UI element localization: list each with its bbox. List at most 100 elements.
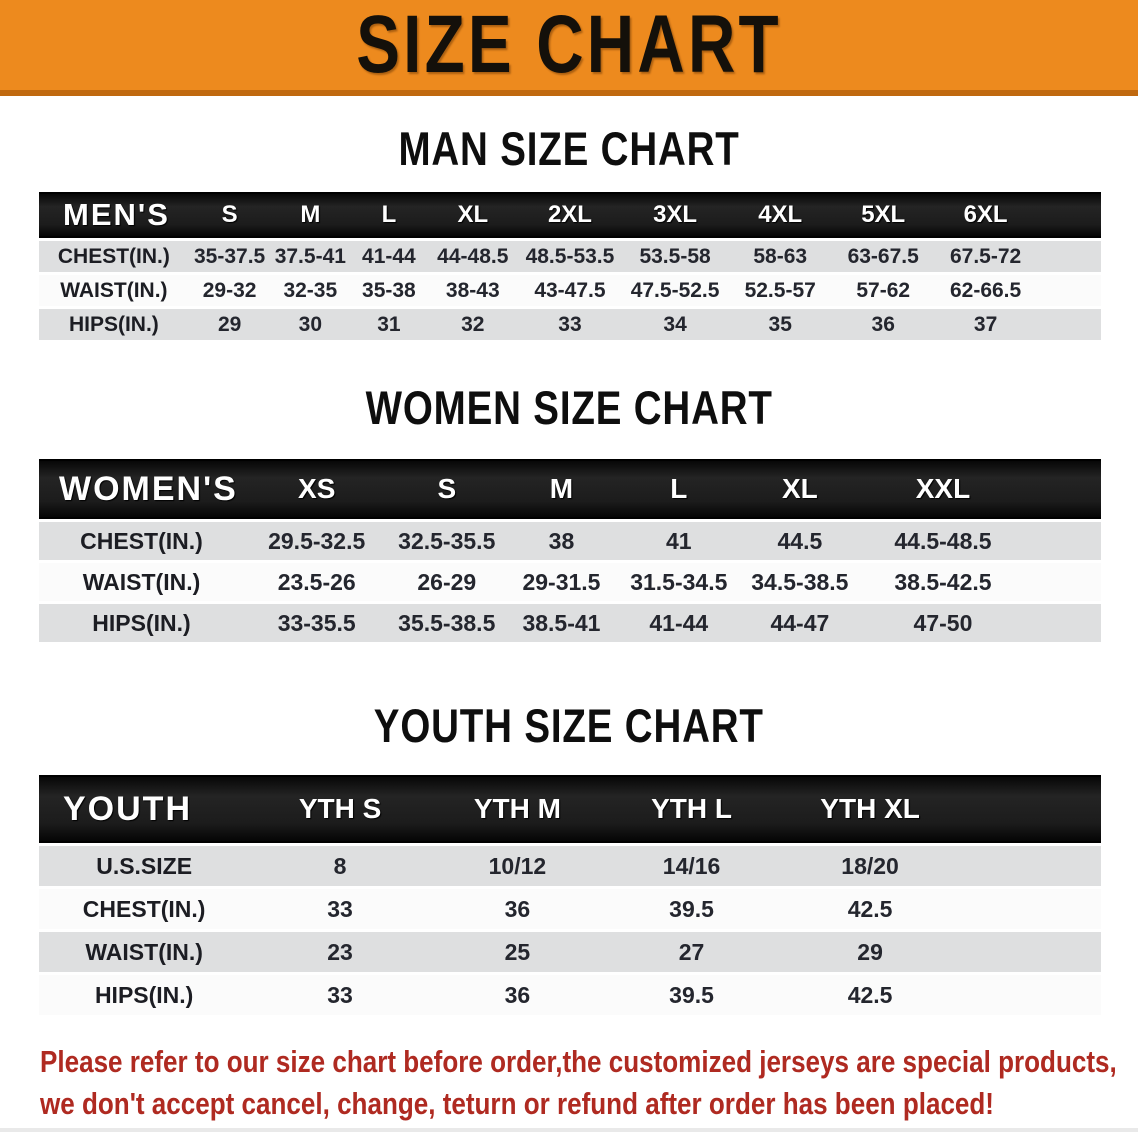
women-col-header-xl: XL [738, 459, 861, 519]
size-cell: 32 [427, 309, 518, 340]
size-cell: 39.5 [603, 975, 780, 1015]
men-chest-row: CHEST(IN.) 35-37.5 37.5-41 41-44 44-48.5… [39, 241, 1101, 272]
men-col-header-3xl: 3XL [621, 192, 729, 238]
women-section-heading: WOMEN SIZE CHART [0, 380, 1138, 435]
size-cell: 37 [934, 309, 1101, 340]
size-cell: 29.5-32.5 [243, 522, 390, 560]
size-cell: 26-29 [389, 563, 505, 601]
size-cell: 10/12 [430, 846, 604, 886]
size-cell: 42.5 [779, 975, 1101, 1015]
size-cell: 44-48.5 [427, 241, 518, 272]
men-col-header-m: M [270, 192, 351, 238]
women-hips-row: HIPS(IN.) 33-35.5 35.5-38.5 38.5-41 41-4… [39, 604, 1101, 642]
women-header-row: WOMEN'S XS S M L XL XXL [39, 459, 1101, 519]
size-cell: 52.5-57 [728, 275, 833, 306]
size-cell: 23.5-26 [243, 563, 390, 601]
size-cell: 41-44 [350, 241, 428, 272]
size-cell: 31 [350, 309, 428, 340]
youth-hips-row: HIPS(IN.) 33 36 39.5 42.5 [39, 975, 1101, 1015]
size-cell: 44.5-48.5 [860, 522, 1101, 560]
size-cell: 35.5-38.5 [389, 604, 505, 642]
disclaimer-line-1: Please refer to our size chart before or… [40, 1041, 1138, 1083]
men-col-header-5xl: 5XL [832, 192, 935, 238]
size-cell: 38.5-41 [504, 604, 619, 642]
women-chest-row: CHEST(IN.) 29.5-32.5 32.5-35.5 38 41 44.… [39, 522, 1101, 560]
men-hips-row: HIPS(IN.) 29 30 31 32 33 34 35 36 37 [39, 309, 1101, 340]
youth-waist-row: WAIST(IN.) 23 25 27 29 [39, 932, 1101, 972]
size-cell: 23 [249, 932, 431, 972]
women-col-header-l: L [618, 459, 739, 519]
size-cell: 27 [603, 932, 780, 972]
women-group-label: WOMEN'S [39, 459, 244, 519]
men-col-header-xl: XL [427, 192, 518, 238]
men-hips-label: HIPS(IN.) [39, 309, 189, 340]
youth-group-label: YOUTH [39, 775, 250, 843]
size-cell: 32.5-35.5 [389, 522, 505, 560]
women-col-header-m: M [504, 459, 619, 519]
youth-ussize-row: U.S.SIZE 8 10/12 14/16 18/20 [39, 846, 1101, 886]
size-cell: 29-31.5 [504, 563, 619, 601]
men-header-row: MEN'S S M L XL 2XL 3XL 4XL 5XL 6XL [39, 192, 1101, 238]
size-cell: 33-35.5 [243, 604, 390, 642]
youth-waist-label: WAIST(IN.) [39, 932, 250, 972]
size-cell: 39.5 [603, 889, 780, 929]
size-cell: 25 [430, 932, 604, 972]
youth-col-header-m: YTH M [430, 775, 604, 843]
youth-hips-label: HIPS(IN.) [39, 975, 250, 1015]
youth-heading-text: YOUTH SIZE CHART [374, 699, 764, 752]
youth-ussize-label: U.S.SIZE [39, 846, 250, 886]
disclaimer: Please refer to our size chart before or… [0, 1041, 1138, 1125]
size-cell: 29-32 [188, 275, 271, 306]
size-cell: 47.5-52.5 [621, 275, 729, 306]
size-cell: 34.5-38.5 [738, 563, 861, 601]
size-cell: 35-38 [350, 275, 428, 306]
size-cell: 41 [618, 522, 739, 560]
size-cell: 38-43 [427, 275, 518, 306]
women-col-header-xxl: XXL [860, 459, 1101, 519]
men-size-table: MEN'S S M L XL 2XL 3XL 4XL 5XL 6XL CHEST… [39, 189, 1101, 343]
youth-col-header-l: YTH L [603, 775, 780, 843]
bottom-edge-divider [0, 1128, 1138, 1132]
size-cell: 36 [832, 309, 935, 340]
men-col-header-4xl: 4XL [728, 192, 833, 238]
women-col-header-xs: XS [243, 459, 390, 519]
men-col-header-s: S [188, 192, 271, 238]
size-cell: 67.5-72 [934, 241, 1101, 272]
women-waist-row: WAIST(IN.) 23.5-26 26-29 29-31.5 31.5-34… [39, 563, 1101, 601]
youth-col-header-s: YTH S [249, 775, 431, 843]
size-cell: 33 [249, 975, 431, 1015]
men-group-label: MEN'S [39, 192, 189, 238]
size-cell: 32-35 [270, 275, 351, 306]
women-hips-label: HIPS(IN.) [39, 604, 244, 642]
size-cell: 35-37.5 [188, 241, 271, 272]
size-cell: 29 [779, 932, 1101, 972]
men-chest-label: CHEST(IN.) [39, 241, 189, 272]
disclaimer-text-2: we don't accept cancel, change, teturn o… [40, 1086, 994, 1121]
women-waist-label: WAIST(IN.) [39, 563, 244, 601]
size-cell: 38.5-42.5 [860, 563, 1101, 601]
size-cell: 29 [188, 309, 271, 340]
size-cell: 37.5-41 [270, 241, 351, 272]
size-cell: 42.5 [779, 889, 1101, 929]
size-cell: 63-67.5 [832, 241, 935, 272]
size-cell: 47-50 [860, 604, 1101, 642]
size-cell: 62-66.5 [934, 275, 1101, 306]
size-cell: 35 [728, 309, 833, 340]
women-size-table: WOMEN'S XS S M L XL XXL CHEST(IN.) 29.5-… [39, 456, 1101, 645]
banner: SIZE CHART [0, 0, 1138, 96]
youth-chest-row: CHEST(IN.) 33 36 39.5 42.5 [39, 889, 1101, 929]
disclaimer-text-1: Please refer to our size chart before or… [40, 1044, 1117, 1079]
size-cell: 36 [430, 889, 604, 929]
youth-header-row: YOUTH YTH S YTH M YTH L YTH XL [39, 775, 1101, 843]
size-cell: 58-63 [728, 241, 833, 272]
women-col-header-s: S [389, 459, 505, 519]
youth-chest-label: CHEST(IN.) [39, 889, 250, 929]
size-cell: 18/20 [779, 846, 1101, 886]
youth-size-table: YOUTH YTH S YTH M YTH L YTH XL U.S.SIZE … [39, 772, 1101, 1018]
youth-col-header-xl: YTH XL [779, 775, 1101, 843]
size-cell: 44.5 [738, 522, 861, 560]
size-cell: 44-47 [738, 604, 861, 642]
men-waist-label: WAIST(IN.) [39, 275, 189, 306]
size-cell: 36 [430, 975, 604, 1015]
